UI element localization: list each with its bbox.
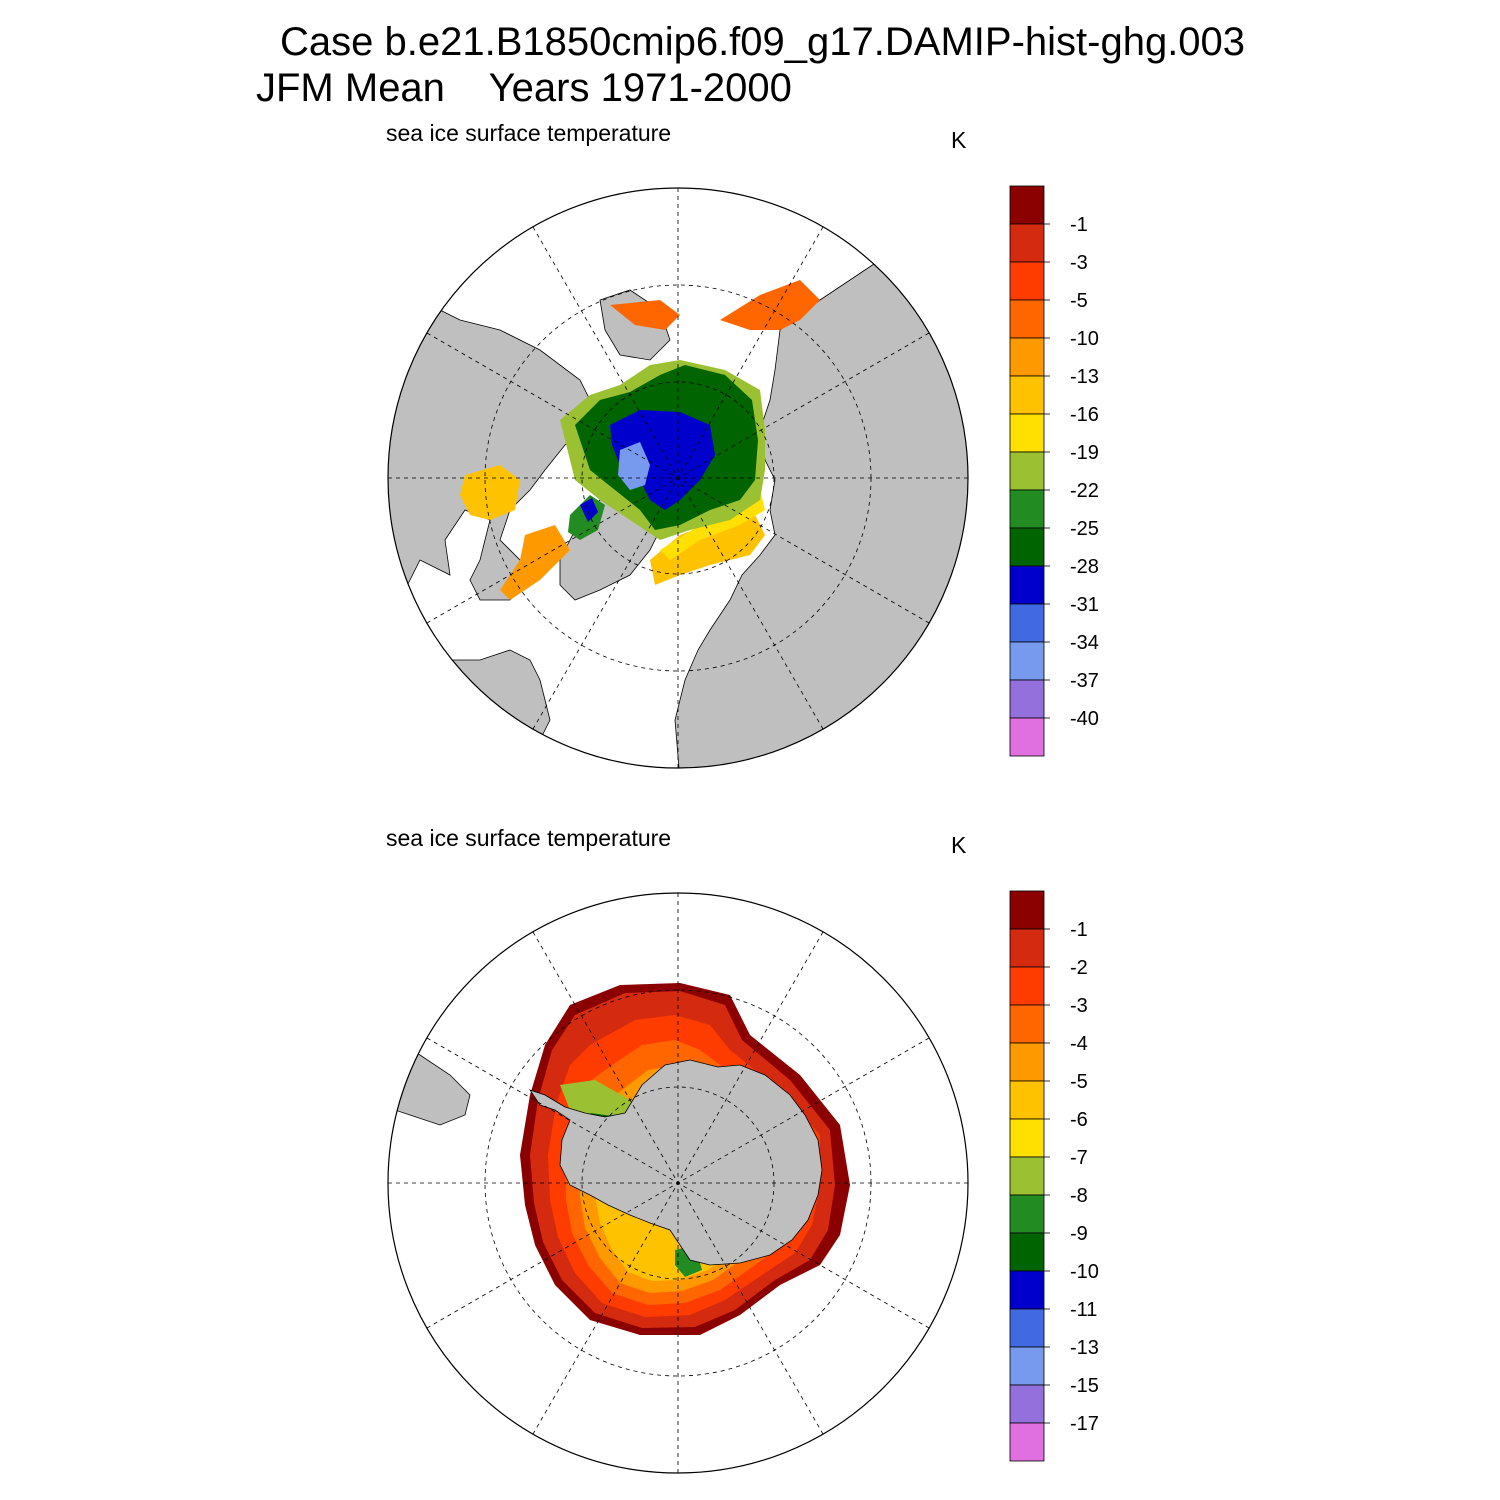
south-colorbar-label: -5 bbox=[1070, 1071, 1088, 1093]
south-colorbar-label: -3 bbox=[1070, 995, 1088, 1017]
south-colorbar-swatch bbox=[1009, 890, 1045, 930]
south-colorbar-swatch bbox=[1009, 1384, 1045, 1424]
north-colorbar-label: -40 bbox=[1070, 708, 1099, 730]
south-colorbar-label: -6 bbox=[1070, 1109, 1088, 1131]
north-colorbar-label: -37 bbox=[1070, 670, 1099, 692]
south-units-label: K bbox=[951, 832, 967, 858]
south-colorbar-label: -4 bbox=[1070, 1033, 1088, 1055]
south-colorbar-swatch bbox=[1009, 1156, 1045, 1196]
south-colorbar-swatch bbox=[1009, 1080, 1045, 1120]
south-land-antarctica bbox=[529, 1059, 823, 1266]
south-colorbar-label: -15 bbox=[1070, 1375, 1099, 1397]
south-colorbar: -1 -2 -3 -4 -5 -6 -7 -8 -9 -10 -11 -13 -15 -17 bbox=[1009, 890, 1099, 1462]
north-colorbar-label: -3 bbox=[1070, 252, 1088, 274]
south-colorbar-label: -7 bbox=[1070, 1147, 1088, 1169]
north-colorbar-swatch bbox=[1009, 261, 1045, 301]
north-colorbar-swatch bbox=[1009, 185, 1045, 225]
north-colorbar-label: -19 bbox=[1070, 442, 1099, 464]
south-polar-map bbox=[387, 892, 969, 1474]
north-colorbar-swatch bbox=[1009, 375, 1045, 415]
south-colorbar-label: -2 bbox=[1070, 957, 1088, 979]
north-map-border bbox=[387, 187, 969, 769]
north-colorbar-swatch bbox=[1009, 451, 1045, 491]
north-colorbar-label: -25 bbox=[1070, 518, 1099, 540]
south-colorbar-label: -10 bbox=[1070, 1261, 1099, 1283]
north-ice-band-labrador bbox=[500, 525, 570, 600]
south-variable-label: sea ice surface temperature bbox=[386, 825, 672, 851]
period-title: JFM Mean Years 1971-2000 bbox=[256, 66, 792, 110]
north-colorbar-swatch bbox=[1009, 717, 1045, 757]
south-colorbar-swatch bbox=[1009, 1270, 1045, 1310]
south-colorbar-label: -11 bbox=[1070, 1299, 1097, 1321]
north-colorbar-swatch bbox=[1009, 489, 1045, 529]
north-colorbar-label: -1 bbox=[1070, 214, 1088, 236]
south-colorbar-swatch bbox=[1009, 1042, 1045, 1082]
north-units-label: K bbox=[951, 127, 967, 153]
north-colorbar-swatch bbox=[1009, 223, 1045, 263]
south-colorbar-swatch bbox=[1009, 1232, 1045, 1272]
south-colorbar-label: -8 bbox=[1070, 1185, 1088, 1207]
south-colorbar-swatch bbox=[1009, 928, 1045, 968]
north-colorbar-label: -31 bbox=[1070, 594, 1099, 616]
north-colorbar-swatch bbox=[1009, 299, 1045, 339]
north-colorbar-label: -34 bbox=[1070, 632, 1099, 654]
south-colorbar-swatch bbox=[1009, 1308, 1045, 1348]
north-colorbar-swatch bbox=[1009, 337, 1045, 377]
south-colorbar-label: -17 bbox=[1070, 1413, 1099, 1435]
south-colorbar-label: -1 bbox=[1070, 919, 1088, 941]
north-colorbar-swatch bbox=[1009, 413, 1045, 453]
south-colorbar-swatch bbox=[1009, 966, 1045, 1006]
south-graticule bbox=[388, 893, 968, 1473]
north-colorbar-swatch bbox=[1009, 641, 1045, 681]
north-ice-band-archipelago bbox=[618, 442, 650, 490]
north-ice-band-hudson bbox=[460, 465, 520, 520]
north-colorbar-swatch bbox=[1009, 527, 1045, 567]
north-colorbar-label: -28 bbox=[1070, 556, 1099, 578]
north-graticule bbox=[388, 188, 968, 768]
case-title: Case b.e21.B1850cmip6.f09_g17.DAMIP-hist… bbox=[280, 20, 1246, 64]
north-colorbar-label: -13 bbox=[1070, 366, 1099, 388]
south-colorbar-label: -9 bbox=[1070, 1223, 1088, 1245]
north-variable-label: sea ice surface temperature bbox=[386, 120, 672, 146]
north-ice-band-kara bbox=[660, 490, 765, 560]
north-polar-map bbox=[387, 187, 969, 769]
north-colorbar: -1 -3 -5 -10 -13 -16 -19 -22 -25 -28 -31 -34 -37 -40 bbox=[1009, 185, 1099, 757]
south-colorbar-swatch bbox=[1009, 1346, 1045, 1386]
north-ice-band-bering bbox=[610, 300, 680, 330]
north-ice-band-okhotsk bbox=[720, 280, 820, 330]
north-colorbar-swatch bbox=[1009, 565, 1045, 605]
north-colorbar-label: -5 bbox=[1070, 290, 1088, 312]
south-colorbar-swatch bbox=[1009, 1422, 1045, 1462]
north-colorbar-swatch bbox=[1009, 679, 1045, 719]
north-ice-band-barents bbox=[650, 515, 765, 585]
south-map-border bbox=[387, 892, 969, 1474]
south-colorbar-swatch bbox=[1009, 1194, 1045, 1234]
north-colorbar-label: -10 bbox=[1070, 328, 1099, 350]
north-ice-band-baffin-cold bbox=[580, 498, 598, 522]
north-colorbar-label: -22 bbox=[1070, 480, 1099, 502]
south-colorbar-swatch bbox=[1009, 1004, 1045, 1044]
north-colorbar-label: -16 bbox=[1070, 404, 1099, 426]
south-colorbar-swatch bbox=[1009, 1118, 1045, 1158]
north-colorbar-swatch bbox=[1009, 603, 1045, 643]
south-colorbar-label: -13 bbox=[1070, 1337, 1099, 1359]
north-ice-band-coldest bbox=[610, 410, 715, 510]
